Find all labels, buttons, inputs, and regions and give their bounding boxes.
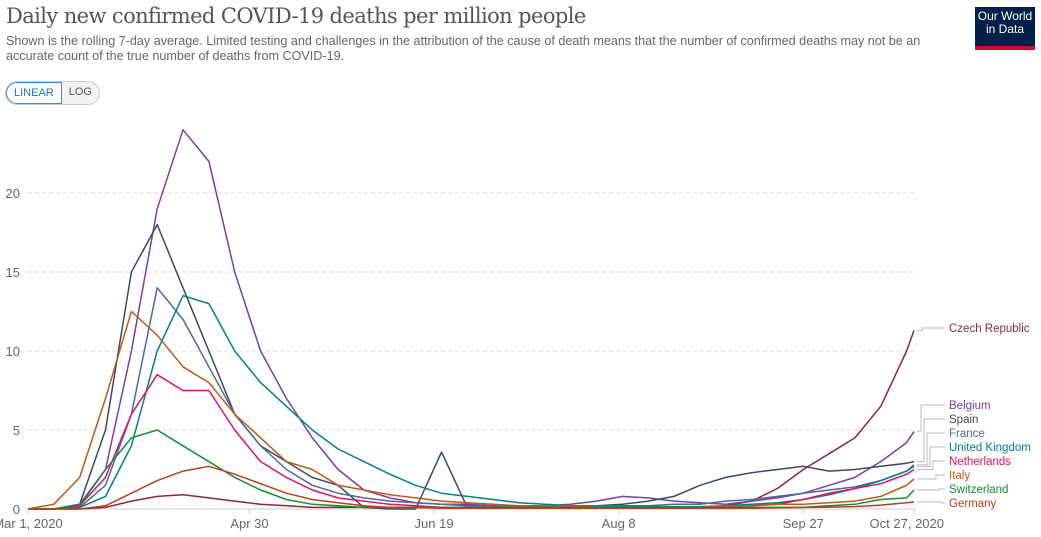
- series-line-germany: [28, 465, 915, 510]
- series-line-czech-republic: [28, 330, 915, 510]
- y-tick-label: 5: [13, 423, 20, 438]
- series-label: United Kingdom: [949, 442, 1031, 454]
- series-line-belgium: [28, 129, 915, 510]
- label-connector: [917, 404, 945, 433]
- y-tick-label: 20: [6, 186, 20, 201]
- series-line-france: [28, 287, 915, 510]
- label-connector: [917, 474, 945, 480]
- x-tick-label: Jun 19: [415, 516, 454, 531]
- label-connector: [917, 501, 945, 504]
- series-line-italy: [27, 310, 915, 510]
- series-label: Switzerland: [949, 484, 1008, 496]
- log-button[interactable]: LOG: [61, 82, 99, 104]
- linear-button[interactable]: LINEAR: [6, 82, 62, 104]
- x-tick-label: Aug 8: [602, 516, 636, 531]
- chart-title: Daily new confirmed COVID-19 deaths per …: [6, 4, 586, 28]
- scale-toggle: LINEAR LOG: [5, 81, 100, 105]
- series-line-spain: [28, 223, 915, 510]
- label-connector: [917, 460, 945, 470]
- logo-line2: in Data: [985, 22, 1025, 36]
- y-tick-label: 10: [6, 344, 20, 359]
- label-connector: [917, 432, 945, 466]
- x-tick-label: Sep 27: [783, 516, 824, 531]
- series-label: Spain: [949, 414, 978, 426]
- x-tick-label: Oct 27, 2020: [870, 516, 944, 531]
- series-label: Czech Republic: [949, 323, 1030, 335]
- series-label: France: [949, 428, 985, 440]
- label-connector: [917, 418, 945, 463]
- x-tick-label: Apr 30: [230, 516, 268, 531]
- label-connector: [917, 327, 945, 331]
- owid-logo[interactable]: Our World in Data: [975, 7, 1035, 50]
- y-tick-label: 0: [13, 502, 20, 517]
- series-label: Netherlands: [949, 456, 1011, 468]
- x-tick-label: Mar 1, 2020: [0, 516, 63, 531]
- y-tick-label: 15: [6, 265, 20, 280]
- series-line-netherlands: [28, 373, 915, 510]
- label-connector: [917, 446, 945, 467]
- label-connector: [917, 488, 945, 491]
- series-line-united-kingdom: [28, 294, 915, 510]
- logo-line1: Our World: [977, 9, 1033, 23]
- chart-subtitle: Shown is the rolling 7-day average. Limi…: [6, 34, 921, 63]
- series-label: Italy: [949, 470, 970, 482]
- series-label: Germany: [949, 498, 997, 510]
- series-label: Belgium: [949, 400, 991, 412]
